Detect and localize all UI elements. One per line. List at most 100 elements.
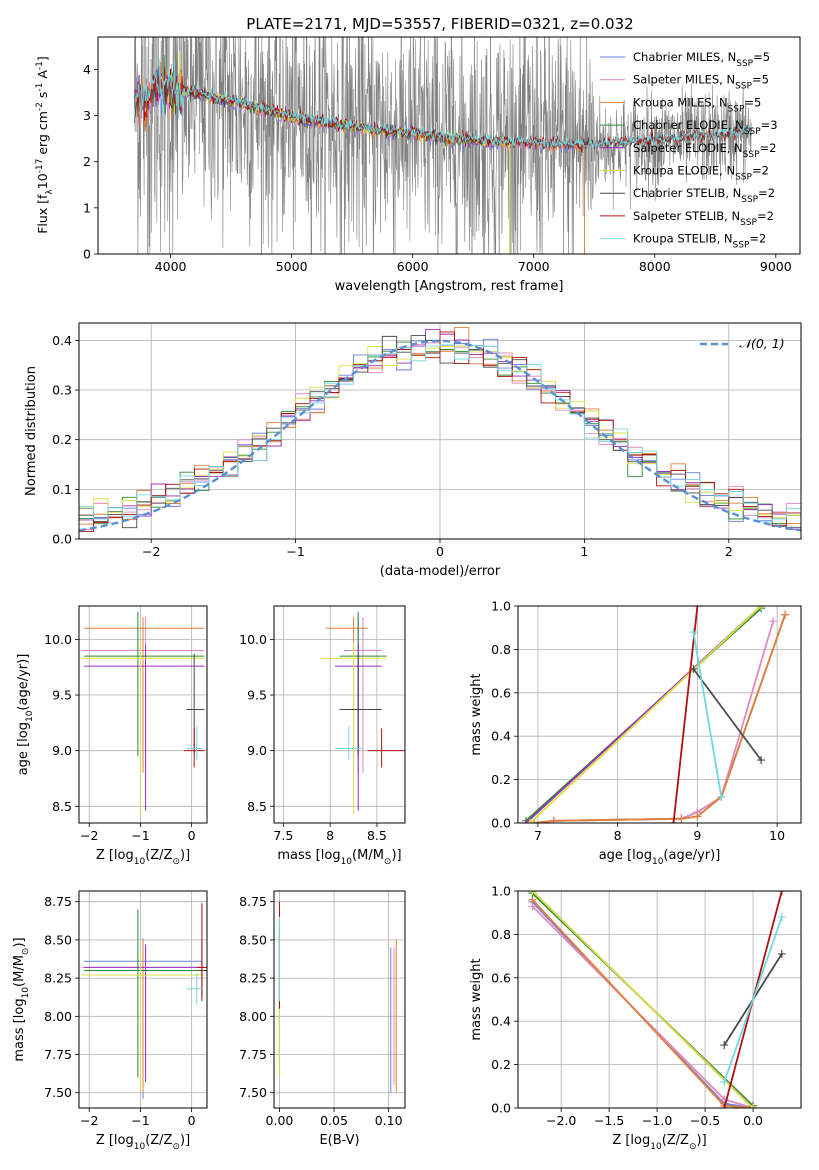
y-tick-label: 7.75 [44, 1047, 72, 1062]
errorbar-kroupa-elodie [320, 641, 387, 815]
axes-frame [78, 605, 208, 824]
errorbar-salpeter-miles [348, 617, 382, 773]
y-tick-label: 1.0 [491, 884, 511, 899]
weight-marker [777, 949, 786, 958]
axes-frame [517, 605, 802, 824]
y-tick-label: 0.0 [491, 1101, 511, 1116]
plot-area [79, 327, 801, 532]
x-tick-label: 1 [580, 544, 588, 559]
weight-marker [769, 617, 778, 626]
errorbar-salpeter-stelib [196, 903, 207, 998]
y-axis-label: mass weight [469, 673, 484, 755]
x-tick-label: 8000 [639, 259, 671, 274]
y-tick-label: 0.6 [491, 685, 511, 700]
x-tick-label: 7.5 [273, 828, 293, 843]
y-tick-label: 8.5 [247, 799, 267, 814]
y-tick-label: 7.50 [239, 1085, 267, 1100]
x-axis-label: E(B-V) [319, 1133, 359, 1148]
legend-label: Chabrier ELODIE, NSSP=3 [633, 118, 778, 137]
weight-marker [528, 891, 537, 895]
legend-label: Salpeter ELODIE, NSSP=2 [633, 141, 776, 160]
weight-marker [693, 606, 702, 610]
axes-spectrum: 4000 5000 6000 7000 8000 9000 0 1 2 3 4 wavelength … [35, 36, 801, 294]
x-axis-label: mass [log10(M/M⊙)] [277, 848, 401, 867]
plot-area [521, 606, 790, 823]
y-tick-label: 0.0 [52, 532, 72, 547]
weight-line-kroupa-elodie [525, 606, 766, 823]
weight-line-kroupa-elodie [528, 891, 758, 1108]
y-axis-label: Normed distribution [24, 366, 39, 496]
x-tick-label: 0.00 [266, 1113, 294, 1128]
weight-marker [720, 1077, 729, 1086]
y-tick-label: 8.00 [239, 1009, 267, 1024]
legend-label: Salpeter STELIB, NSSP=2 [633, 209, 774, 228]
plot-area [278, 901, 397, 1093]
weight-marker [677, 814, 686, 823]
weight-line-kroupa-stelib [689, 628, 726, 801]
weight-marker [720, 1041, 729, 1050]
weight-marker [749, 1104, 758, 1108]
x-tick-label: 7000 [518, 259, 550, 274]
y-tick-label: 0.2 [491, 772, 511, 787]
weight-line [692, 631, 723, 798]
y-tick-label: 4 [83, 62, 91, 77]
errorbar-salpeter-stelib [367, 728, 405, 768]
x-tick-label: −2 [142, 544, 160, 559]
errorbar-kroupa-elodie [81, 952, 205, 1090]
x-tick-label: 8 [326, 828, 334, 843]
legend-label: Chabrier MILES, NSSP=5 [633, 50, 770, 69]
legend-residuals: 𝒩(0, 1) [700, 336, 785, 351]
x-tick-label: 0 [188, 1113, 196, 1128]
y-tick-label: 0.8 [491, 642, 511, 657]
errorbar-chabrier-elodie [84, 611, 205, 757]
y-tick-label: 7.75 [239, 1047, 267, 1062]
x-tick-label: 5000 [276, 259, 308, 274]
model-spectrum-kroupa-stelib [133, 58, 752, 151]
weight-marker [689, 628, 698, 637]
x-axis-label: age [log10(age/yr)] [599, 848, 721, 867]
weight-marker [717, 792, 726, 801]
y-tick-label: 0.2 [491, 1057, 511, 1072]
weight-marker [757, 606, 766, 610]
legend-label: Kroupa ELODIE, NSSP=2 [633, 164, 769, 183]
x-tick-label: −2.0 [546, 1113, 576, 1128]
x-tick-label: 8.5 [367, 828, 387, 843]
x-tick-label: −2 [80, 828, 98, 843]
errorbar-kroupa-elodie [81, 641, 205, 815]
errorbar-salpeter-elodie [84, 643, 205, 811]
errorbar-kroupa-stelib [334, 726, 363, 760]
weight-line-chabrier-stelib [689, 664, 766, 765]
x-axis-label: wavelength [Angstrom, rest frame] [335, 279, 564, 294]
y-tick-label: 1.0 [491, 599, 511, 614]
x-tick-label: 9 [693, 828, 701, 843]
x-tick-label: 0.05 [320, 1113, 348, 1128]
y-tick-label: 8.5 [52, 799, 72, 814]
x-tick-label: −1 [131, 828, 149, 843]
weight-line [531, 891, 754, 1108]
y-tick-label: 3 [83, 108, 91, 123]
weight-line-salpeter-stelib [669, 606, 702, 823]
axes-residuals: −2 −1 0 1 2 0.0 0.1 0.2 0.3 0.4 (data-model)/error… [24, 322, 802, 579]
weight-marker [669, 819, 678, 823]
x-tick-label: 0 [436, 544, 444, 559]
axes-frame [273, 605, 406, 824]
plot-area [320, 611, 405, 815]
y-tick-label: 0.4 [491, 1014, 511, 1029]
legend-label: Kroupa STELIB, NSSP=2 [633, 232, 766, 251]
axes-age-vs-z: −2 −1 0 8.5 9.0 9.5 10.0 Z [log10(Z/Z⊙)] age [lo… [16, 605, 208, 867]
y-tick-label: 8.25 [44, 971, 72, 986]
y-tick-label: 8.00 [44, 1009, 72, 1024]
y-tick-label: 0.4 [52, 333, 72, 348]
x-tick-label: 8 [614, 828, 622, 843]
y-tick-label: 7.50 [44, 1085, 72, 1100]
axes-frame [517, 890, 802, 1109]
legend-label: 𝒩(0, 1) [739, 336, 785, 351]
x-tick-label: 2 [725, 544, 733, 559]
x-tick-label: 0.10 [375, 1113, 403, 1128]
y-axis-label: Flux [fλ10-17 erg cm-2 s-1 A-1] [35, 56, 55, 234]
x-axis-label: Z [log10(Z/Z⊙)] [612, 1133, 706, 1152]
plot-area [528, 891, 786, 1108]
figure-title: PLATE=2171, MJD=53557, FIBERID=0321, z=0… [246, 15, 633, 33]
plot-area [81, 611, 205, 815]
